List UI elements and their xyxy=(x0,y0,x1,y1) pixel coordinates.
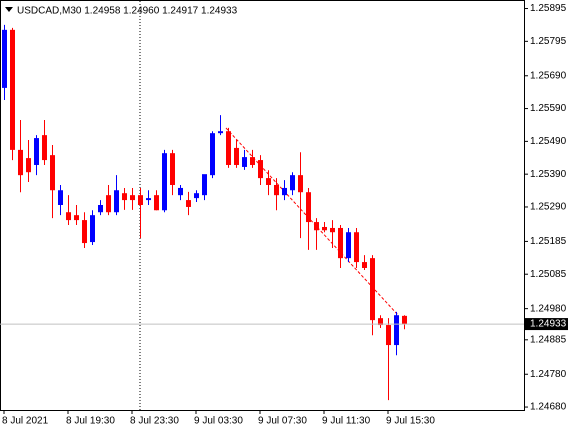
candle-body xyxy=(386,325,391,346)
chart-title: USDCAD,M30 1.24958 1.24960 1.24917 1.249… xyxy=(17,6,238,17)
candle-body xyxy=(218,131,223,134)
candle-body xyxy=(114,190,119,213)
candle-body xyxy=(394,315,399,346)
candle-body xyxy=(130,195,135,201)
candle-body xyxy=(10,29,15,150)
candle-body xyxy=(274,184,279,196)
candle-body xyxy=(194,193,199,199)
candle-body xyxy=(34,138,39,165)
candle-body xyxy=(42,135,47,161)
candle-body xyxy=(258,160,263,179)
y-tick-label: 1.24885 xyxy=(530,334,567,345)
candle-body xyxy=(362,262,367,268)
candle-body xyxy=(322,226,327,231)
candle-body xyxy=(170,153,175,185)
candle-body xyxy=(50,155,55,191)
y-tick-label: 1.25690 xyxy=(530,70,567,81)
candle-body xyxy=(330,227,335,233)
candle-body xyxy=(290,175,295,191)
candle-body xyxy=(314,222,319,231)
candle-body xyxy=(74,215,79,221)
candle-body xyxy=(210,133,215,176)
y-tick-label: 1.25085 xyxy=(530,269,567,280)
last-price-box xyxy=(525,318,568,331)
candle-body xyxy=(298,175,303,193)
candle-body xyxy=(338,227,343,259)
x-tick-label: 9 Jul 07:30 xyxy=(258,416,307,427)
y-tick-label: 1.25185 xyxy=(530,236,567,247)
candle-body xyxy=(26,158,31,173)
candle-body xyxy=(266,178,271,185)
x-tick-label: 9 Jul 15:30 xyxy=(386,416,435,427)
candle-body xyxy=(378,318,383,326)
candle-body xyxy=(106,195,111,213)
y-tick-label: 1.24780 xyxy=(530,369,567,380)
candle-body xyxy=(282,187,287,196)
candle-body xyxy=(242,157,247,167)
candle-body xyxy=(234,147,239,165)
candle-body xyxy=(66,212,71,221)
x-tick-label: 8 Jul 2021 xyxy=(2,416,49,427)
y-tick-label: 1.25895 xyxy=(530,3,567,14)
candle-body xyxy=(178,187,183,196)
candle-body xyxy=(202,174,207,196)
candle-body xyxy=(370,258,375,321)
candle-body xyxy=(226,131,231,165)
candle-body xyxy=(306,192,311,223)
last-price-label: 1.24933 xyxy=(530,319,567,330)
x-tick-label: 9 Jul 03:30 xyxy=(194,416,243,427)
candle-body xyxy=(186,200,191,207)
y-tick-label: 1.25290 xyxy=(530,202,567,213)
candle-body xyxy=(250,157,255,165)
y-tick-label: 1.24980 xyxy=(530,303,567,314)
candle-body xyxy=(82,220,87,244)
candle-body xyxy=(18,149,23,176)
x-tick-label: 9 Jul 11:30 xyxy=(322,416,371,427)
candle-body xyxy=(2,29,7,88)
candle-body xyxy=(162,153,167,211)
candle-body xyxy=(90,215,95,243)
candle-body xyxy=(58,190,63,205)
candle-body xyxy=(146,198,151,201)
plot-frame xyxy=(0,0,525,411)
y-tick-label: 1.25490 xyxy=(530,136,567,147)
menu-triangle[interactable] xyxy=(5,7,13,12)
x-tick-label: 8 Jul 23:30 xyxy=(130,416,179,427)
candle-body xyxy=(154,195,159,211)
x-tick-label: 8 Jul 19:30 xyxy=(66,416,115,427)
candle-body xyxy=(346,232,351,259)
candle-body xyxy=(122,193,127,201)
y-tick-label: 1.25390 xyxy=(530,169,567,180)
y-tick-label: 1.25795 xyxy=(530,36,567,47)
candle-body xyxy=(402,315,407,325)
candle-body xyxy=(354,232,359,263)
y-tick-label: 1.25590 xyxy=(530,103,567,114)
y-tick-label: 1.24680 xyxy=(530,402,567,413)
candle-body xyxy=(138,195,143,205)
candle-body xyxy=(98,205,103,213)
